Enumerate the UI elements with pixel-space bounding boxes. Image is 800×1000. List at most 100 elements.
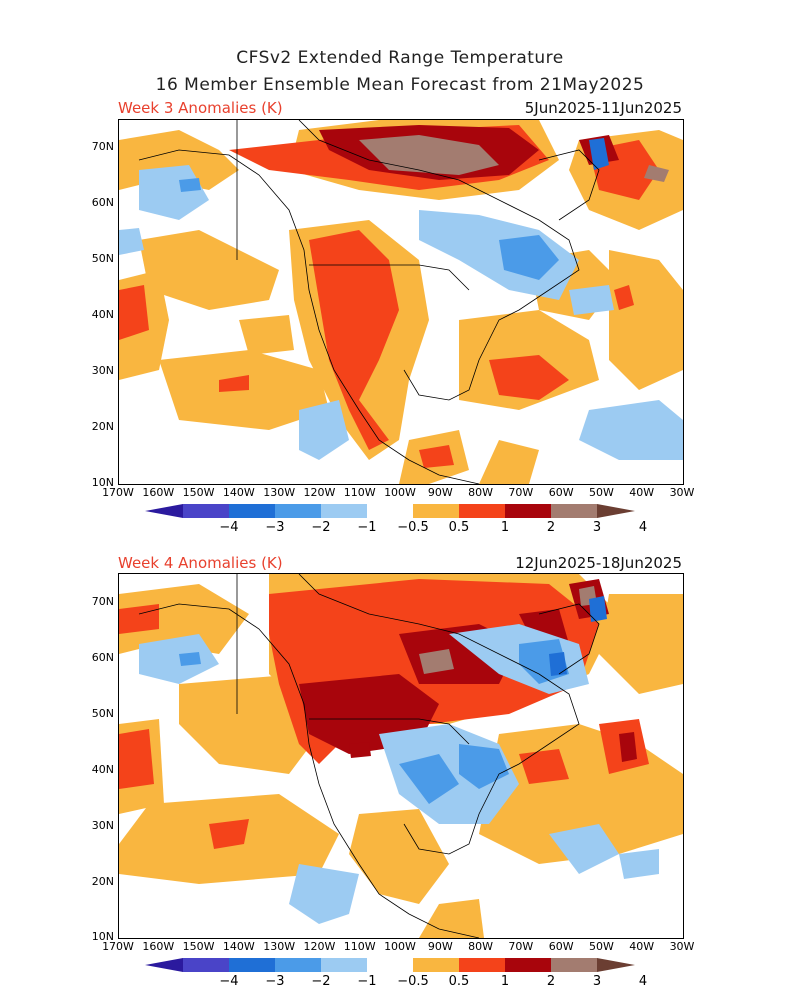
panel2-colorbar-segment: [505, 958, 551, 972]
panel2-colorbar-label: −1: [357, 974, 377, 989]
panel1-title: Week 3 Anomalies (K): [118, 99, 283, 117]
panel2-colorbar-segment: [229, 958, 275, 972]
panel1-colorbar-label: −3: [265, 520, 285, 535]
panel2-colorbar-label: 4: [638, 974, 648, 989]
panel1-colorbar-label: 0.5: [448, 520, 470, 535]
panel2-lat-20n: 20N: [91, 875, 114, 888]
panel1-lon-40w: 40W: [629, 486, 655, 499]
panel1-lon-110w: 110W: [343, 486, 376, 499]
week3-anomaly-map: [119, 120, 683, 484]
panel2-colorbar-svg: [145, 958, 635, 972]
panel2-lon-140w: 140W: [222, 940, 255, 953]
panel2-lon-120w: 120W: [303, 940, 336, 953]
panel2-lon-30w: 30W: [669, 940, 695, 953]
panel2-lat-60n: 60N: [91, 651, 114, 664]
panel1-lon-130w: 130W: [263, 486, 296, 499]
panel2-lon-50w: 50W: [588, 940, 614, 953]
panel2-lon-130w: 130W: [263, 940, 296, 953]
panel1-lat-20n: 20N: [91, 420, 114, 433]
panel2-colorbar: −4 −3 −2 −1 −0.5 0.5 1 2 3 4: [145, 957, 647, 989]
week4-anomaly-map: [119, 574, 683, 938]
panel2-lat-30n: 30N: [91, 819, 114, 832]
panel1-lat-50n: 50N: [91, 252, 114, 265]
panel2-colorbar-segment: [367, 958, 413, 972]
panel2-colorbar-segment: [275, 958, 321, 972]
panel2-colorbar-label: 2: [546, 974, 556, 989]
panel2-lon-160w: 160W: [142, 940, 175, 953]
panel1-colorbar-segment: [459, 504, 505, 518]
panel1-colorbar-label: −2: [311, 520, 331, 535]
panel1-colorbar-segment: [413, 504, 459, 518]
panel1-map: [118, 119, 684, 485]
panel2-colorbar-segment: [551, 958, 597, 972]
panel1-lon-120w: 120W: [303, 486, 336, 499]
panel1-colorbar-label: 4: [638, 520, 648, 535]
panel2-lon-40w: 40W: [629, 940, 655, 953]
panel2-lon-90w: 90W: [427, 940, 453, 953]
panel2-title: Week 4 Anomalies (K): [118, 554, 283, 572]
panel1-lon-30w: 30W: [669, 486, 695, 499]
panel1-colorbar-label: 2: [546, 520, 556, 535]
panel1-colorbar-label: 1: [500, 520, 510, 535]
panel1-colorbar-segment: [505, 504, 551, 518]
panel2-colorbar-label: 3: [592, 974, 602, 989]
panel2-colorbar-label: −3: [265, 974, 285, 989]
panel2-lon-100w: 100W: [384, 940, 416, 953]
panel1-lon-90w: 90W: [427, 486, 453, 499]
panel1-colorbar-svg: [145, 504, 635, 518]
panel2-colorbar-label: −0.5: [397, 974, 429, 989]
panel2-colorbar-segment: [413, 958, 459, 972]
panel1-colorbar-segment: [183, 504, 229, 518]
panel2-colorbar-segment: [321, 958, 367, 972]
panel2-date-range: 12Jun2025-18Jun2025: [515, 554, 682, 572]
panel1-lon-60w: 60W: [548, 486, 574, 499]
panel2-lat-70n: 70N: [91, 595, 114, 608]
panel1-lat-30n: 30N: [91, 364, 114, 377]
panel2-colorbar-segment: [183, 958, 229, 972]
panel1-lat-60n: 60N: [91, 196, 114, 209]
panel1-colorbar-label: −0.5: [397, 520, 429, 535]
panel1-colorbar-segment: [275, 504, 321, 518]
panel1-colorbar-high-arrow: [597, 504, 635, 518]
panel1-lon-50w: 50W: [588, 486, 614, 499]
panel1-lon-150w: 150W: [182, 486, 215, 499]
panel1-colorbar-label: −1: [357, 520, 377, 535]
panel1-colorbar-segment: [551, 504, 597, 518]
panel2-lon-60w: 60W: [548, 940, 574, 953]
panel1-lat-70n: 70N: [91, 140, 114, 153]
panel1-date-range: 5Jun2025-11Jun2025: [524, 99, 682, 117]
panel1-colorbar: −4 −3 −2 −1 −0.5 0.5 1 2 3 4: [145, 503, 647, 535]
panel1-colorbar-segment: [229, 504, 275, 518]
panel1-colorbar-segment: [367, 504, 413, 518]
panel2-colorbar-low-arrow: [145, 958, 183, 972]
panel2-map: [118, 573, 684, 939]
panel2-colorbar-label: 1: [500, 974, 510, 989]
panel2-lon-170w: 170W: [102, 940, 134, 953]
panel1-lon-100w: 100W: [384, 486, 416, 499]
panel2-lat-40n: 40N: [91, 763, 114, 776]
panel2-lon-80w: 80W: [468, 940, 493, 953]
panel1-colorbar-low-arrow: [145, 504, 183, 518]
panel1-colorbar-label: −4: [219, 520, 239, 535]
panel1-lon-170w: 170W: [102, 486, 134, 499]
panel1-lon-160w: 160W: [142, 486, 175, 499]
panel2-colorbar-label: 0.5: [448, 974, 470, 989]
panel1-lat-10n: 10N: [91, 476, 114, 489]
panel2-colorbar-segment: [459, 958, 505, 972]
panel2-lon-150w: 150W: [182, 940, 215, 953]
panel1-lon-70w: 70W: [508, 486, 534, 499]
panel1-colorbar-label: 3: [592, 520, 602, 535]
panel2-lon-70w: 70W: [508, 940, 534, 953]
panel1-lat-40n: 40N: [91, 308, 114, 321]
panel1-lon-140w: 140W: [222, 486, 255, 499]
panel1-lon-80w: 80W: [468, 486, 493, 499]
panel2-colorbar-high-arrow: [597, 958, 635, 972]
panel2-colorbar-label: −2: [311, 974, 331, 989]
chart-title-line1: CFSv2 Extended Range Temperature: [236, 48, 564, 68]
panel2-colorbar-label: −4: [219, 974, 239, 989]
panel2-lat-50n: 50N: [91, 707, 114, 720]
panel2-lon-110w: 110W: [343, 940, 376, 953]
panel1-colorbar-segment: [321, 504, 367, 518]
panel2-lat-10n: 10N: [91, 930, 114, 943]
chart-title-line2: 16 Member Ensemble Mean Forecast from 21…: [155, 75, 645, 95]
